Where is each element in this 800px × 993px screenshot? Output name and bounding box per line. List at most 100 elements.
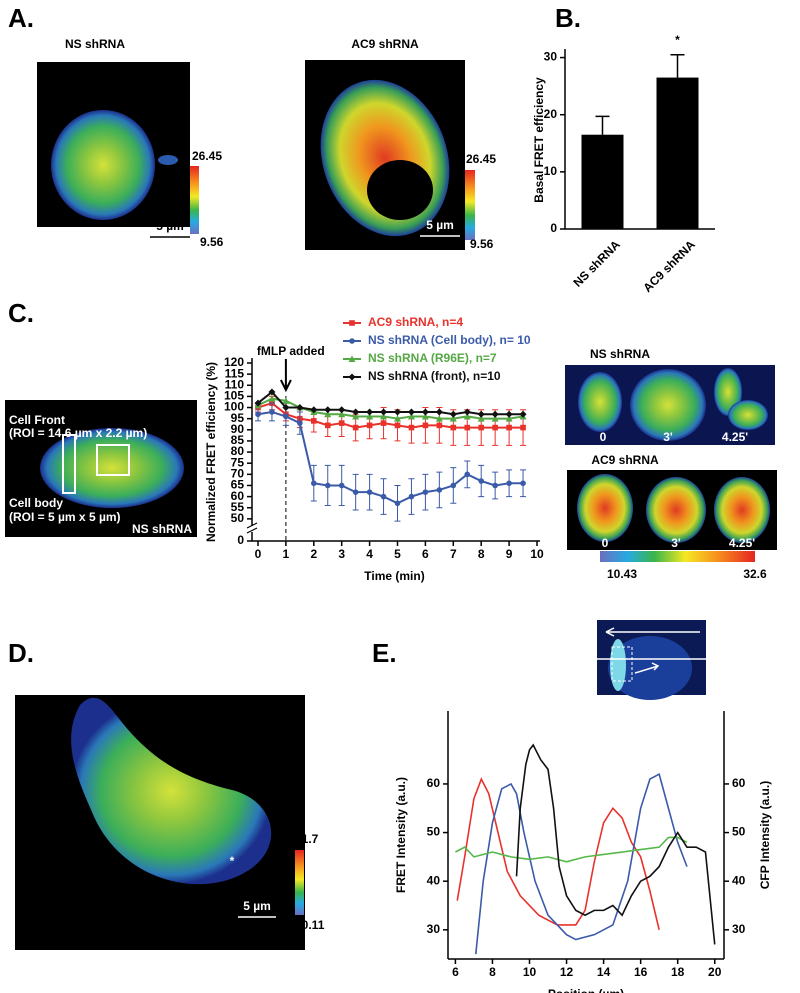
x-tick-label: 3	[338, 547, 345, 561]
x-tick-label: 10	[523, 965, 537, 979]
cell	[714, 477, 770, 543]
error-bar	[670, 53, 685, 78]
cell	[71, 697, 272, 885]
panel-label: B.	[555, 3, 581, 33]
marker	[352, 424, 359, 431]
marker	[282, 397, 290, 404]
y-tick-label: 30	[427, 922, 441, 936]
y2-tick-label: 50	[732, 825, 746, 839]
marker	[449, 410, 457, 418]
panel-label: A.	[8, 3, 34, 33]
colorbar	[295, 850, 304, 915]
event-arrow	[280, 359, 292, 393]
colorbar-label: 26.45	[466, 152, 496, 166]
marker	[269, 409, 275, 415]
x-tick-label: 10	[530, 547, 544, 561]
x-tick-label: 9	[506, 547, 513, 561]
y-tick-label: 70	[231, 467, 245, 481]
roi-size: (ROI = 5 µm x 5 µm)	[9, 510, 121, 524]
marker	[338, 420, 345, 426]
x-axis-label: Time (min)	[364, 569, 424, 583]
image-caption: NS shRNA	[132, 522, 192, 536]
marker	[352, 489, 359, 495]
colorbar	[190, 166, 199, 234]
y-tick-label: 60	[427, 776, 441, 790]
colorbar-label: 26.45	[192, 149, 222, 163]
colorbar-label: 9.56	[200, 235, 224, 249]
marker	[348, 355, 356, 362]
axis-break	[246, 522, 258, 534]
marker	[421, 412, 429, 420]
marker	[394, 500, 401, 507]
marker	[310, 406, 318, 414]
scale-bar-label: 5 µm	[426, 218, 454, 232]
x-tick-label: 14	[597, 965, 611, 979]
time-label: 0	[602, 536, 609, 550]
x-tick-label: AC9 shRNA	[640, 237, 698, 295]
marker	[478, 424, 484, 431]
panel-label: E.	[372, 638, 397, 668]
cell-edge	[610, 639, 626, 691]
y-tick-label: 0	[550, 221, 557, 235]
cell	[577, 474, 633, 542]
cell	[51, 110, 155, 220]
marker	[422, 489, 429, 495]
marker	[366, 412, 374, 420]
colorbar	[465, 170, 475, 240]
y-tick-label: 75	[231, 455, 245, 469]
marker	[464, 424, 471, 431]
marker	[352, 412, 360, 420]
y-tick-label: 80	[231, 444, 245, 458]
marker	[464, 471, 471, 478]
marker	[366, 489, 373, 495]
series-line	[257, 390, 524, 416]
marker	[348, 373, 356, 381]
time-label: 4.25'	[722, 430, 748, 444]
roi-box	[611, 646, 633, 682]
marker	[463, 412, 471, 420]
annotation: fMLP added	[257, 344, 325, 358]
y-axis-label: FRET Intensity (a.u.)	[394, 777, 408, 893]
image-title: AC9 shRNA	[351, 37, 419, 51]
marker	[519, 410, 527, 418]
y-tick-label: 50	[231, 511, 245, 525]
y-tick-label: 50	[427, 825, 441, 839]
marker	[311, 480, 317, 487]
series-line	[456, 777, 660, 931]
cell	[630, 369, 706, 441]
marker	[520, 480, 526, 487]
marker	[477, 410, 485, 418]
time-label: 4.25'	[729, 536, 755, 550]
marker	[408, 424, 415, 431]
marker	[436, 487, 443, 493]
colorbar-label: 9.56	[470, 237, 494, 251]
scale-bar-label: 5 µm	[243, 899, 271, 913]
direction-marker: *	[230, 854, 235, 868]
marker	[380, 412, 388, 420]
roi-title: Cell Front	[9, 413, 65, 427]
colorbar-label: 10.11	[295, 918, 325, 932]
y2-axis-label: CFP Intensity (a.u.)	[758, 781, 772, 889]
colorbar	[600, 551, 755, 562]
time-label: 0	[600, 430, 607, 444]
x-tick-label: 6	[422, 547, 429, 561]
x-axis-label: Position (µm)	[548, 987, 624, 993]
marker	[407, 408, 415, 416]
marker	[366, 422, 373, 429]
marker	[283, 413, 289, 420]
marker	[349, 338, 355, 344]
x-tick-label: 16	[634, 965, 648, 979]
image-title: NS shRNA	[590, 347, 650, 361]
x-tick-label: 7	[450, 547, 457, 561]
marker	[324, 482, 331, 489]
series-line	[515, 743, 716, 945]
colorbar-label: 10.43	[607, 567, 637, 581]
y-axis-label: Basal FRET efficiency	[532, 77, 546, 203]
marker	[380, 493, 387, 500]
legend-label: NS shRNA (front), n=10	[368, 369, 501, 383]
marker	[450, 424, 457, 431]
legend-label: NS shRNA (R96E), n=7	[368, 351, 497, 365]
y2-tick-label: 30	[732, 922, 746, 936]
marker	[380, 420, 387, 426]
marker	[380, 408, 388, 416]
